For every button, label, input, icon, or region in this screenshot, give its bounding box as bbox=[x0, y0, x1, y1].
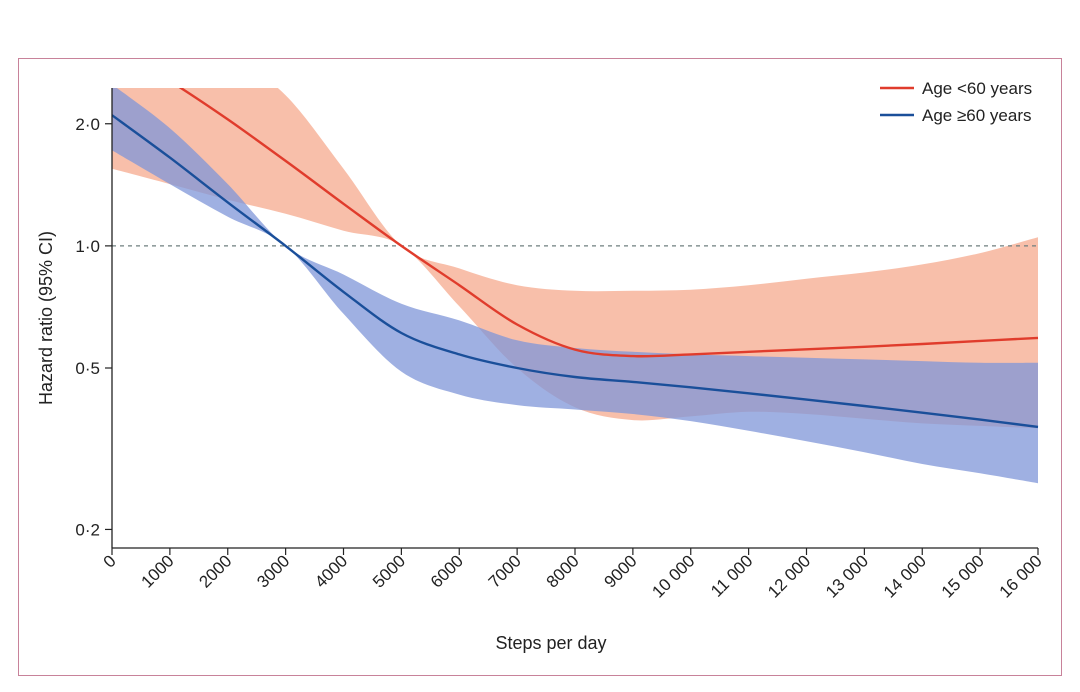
ci-band-age-60-plus bbox=[112, 88, 1038, 484]
y-tick-label: 2·0 bbox=[75, 115, 100, 134]
legend: Age <60 years Age ≥60 years bbox=[880, 79, 1032, 125]
legend-label-age-60-plus: Age ≥60 years bbox=[922, 106, 1032, 125]
x-tick-label: 14 000 bbox=[880, 551, 930, 601]
x-tick-label: 7000 bbox=[485, 551, 525, 591]
x-axis-ticks: 0 1000 2000 3000 4000 5000 6000 7000 8000 9000 10 … bbox=[100, 548, 1046, 602]
series-line-age-under-60 bbox=[178, 88, 1039, 358]
y-tick-label: 0·2 bbox=[75, 520, 100, 539]
confidence-bands bbox=[112, 88, 1038, 484]
x-tick-label: 8000 bbox=[543, 551, 583, 591]
x-tick-label: 11 000 bbox=[707, 551, 756, 600]
x-tick-label: 6000 bbox=[427, 551, 467, 591]
y-tick-label: 0·5 bbox=[75, 359, 100, 378]
x-tick-label: 2000 bbox=[195, 551, 235, 591]
figure-frame bbox=[18, 58, 1062, 676]
x-tick-label: 1000 bbox=[138, 551, 178, 591]
x-tick-label: 10 000 bbox=[648, 551, 698, 601]
x-tick-label: 13 000 bbox=[822, 551, 872, 601]
x-tick-label: 3000 bbox=[253, 551, 293, 591]
x-tick-label: 16 000 bbox=[996, 551, 1046, 601]
y-axis-title: Hazard ratio (95% CI) bbox=[36, 231, 56, 405]
y-tick-label: 1·0 bbox=[75, 237, 100, 256]
series-lines bbox=[112, 88, 1039, 429]
x-tick-label: 15 000 bbox=[938, 551, 988, 601]
x-tick-label: 5000 bbox=[369, 551, 409, 591]
ci-band-age-under-60 bbox=[112, 88, 1038, 429]
y-axis-ticks: 0·2 0·5 1·0 2·0 bbox=[75, 115, 112, 539]
x-tick-label: 12 000 bbox=[764, 551, 814, 601]
legend-label-age-under-60: Age <60 years bbox=[922, 79, 1032, 98]
x-tick-label: 9000 bbox=[601, 551, 641, 591]
series-line-age-60-plus bbox=[112, 114, 1039, 429]
x-tick-label: 0 bbox=[100, 551, 120, 571]
x-axis-title: Steps per day bbox=[495, 633, 606, 653]
x-tick-label: 4000 bbox=[311, 551, 351, 591]
